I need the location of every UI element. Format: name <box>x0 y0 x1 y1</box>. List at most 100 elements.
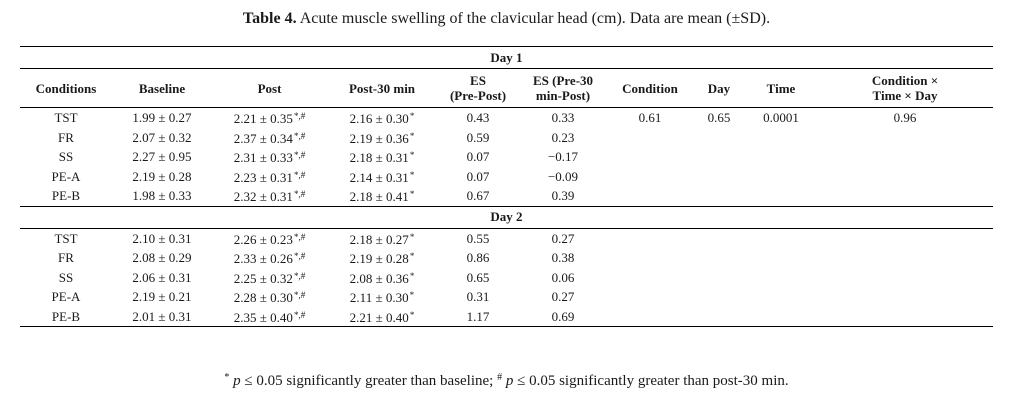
cell-p-day-value: 0.65 <box>707 110 731 125</box>
cell-p-time <box>745 186 817 206</box>
cell-es-pre-post-value: 0.59 <box>466 129 490 145</box>
cell-p-condition <box>607 186 693 206</box>
data-table-container: Day 1 Conditions Baseline Post Post-30 m… <box>20 46 993 327</box>
cell-p-time: 0.0001 <box>745 107 817 128</box>
cell-post-value: 2.23 ± 0.31 <box>233 169 293 185</box>
cell-condition: FR <box>20 248 112 268</box>
cell-post30: 2.19 ± 0.36* <box>327 128 437 148</box>
cell-post30-significance-mark: * <box>409 130 415 141</box>
cell-condition-value: SS <box>58 149 74 164</box>
cell-post30-significance-mark: * <box>409 150 415 160</box>
cell-p-condition-value: 0.61 <box>638 110 662 125</box>
cell-post30: 2.18 ± 0.31* <box>327 147 437 167</box>
cell-post: 2.25 ± 0.32*,# <box>212 268 327 288</box>
col-header-es-pre30-line2: min-Post) <box>535 88 591 103</box>
cell-p-interaction <box>817 268 993 288</box>
cell-baseline-value: 1.98 ± 0.33 <box>132 188 192 203</box>
table-row: SS 2.06 ± 0.31 2.25 ± 0.32*,# 2.08 ± 0.36* 0… <box>20 268 993 288</box>
cell-es-pre30-value: 0.06 <box>551 269 575 285</box>
day-2-label: Day 2 <box>20 205 993 229</box>
cell-p-interaction <box>817 147 993 167</box>
cell-post: 2.35 ± 0.40*,# <box>212 306 327 327</box>
cell-es-pre30: 0.06 <box>519 268 607 288</box>
cell-p-day: 0.65 <box>693 107 745 128</box>
col-header-post: Post <box>212 68 327 108</box>
cell-es-pre30-value: −0.09 <box>547 168 579 184</box>
cell-p-time <box>745 287 817 307</box>
cell-post30: 2.14 ± 0.31* <box>327 167 437 187</box>
cell-es-pre30: 0.33 <box>519 107 607 128</box>
cell-baseline-value: 1.99 ± 0.27 <box>132 110 192 125</box>
cell-es-pre-post-value: 0.07 <box>466 168 490 184</box>
cell-es-pre30: 0.23 <box>519 128 607 148</box>
cell-baseline-value: 2.08 ± 0.29 <box>132 250 192 265</box>
cell-p-interaction-value: 0.96 <box>893 110 917 125</box>
footnote-star-symbol: * <box>224 372 230 383</box>
cell-baseline: 1.99 ± 0.27 <box>112 107 212 128</box>
cell-p-day <box>693 128 745 148</box>
footnote-text-1: ≤ 0.05 significantly greater than baseli… <box>240 373 498 389</box>
cell-post: 2.26 ± 0.23*,# <box>212 227 327 248</box>
cell-es-pre-post: 1.17 <box>437 306 519 327</box>
cell-es-pre30: −0.17 <box>519 147 607 167</box>
cell-post30-value: 2.19 ± 0.36 <box>349 130 409 146</box>
cell-post: 2.32 ± 0.31*,# <box>212 186 327 206</box>
cell-p-time <box>745 167 817 187</box>
cell-p-day <box>693 167 745 187</box>
cell-post30-value: 2.14 ± 0.31 <box>349 169 409 185</box>
cell-post30-value: 2.18 ± 0.27 <box>349 231 409 247</box>
cell-es-pre30-value: 0.39 <box>551 188 575 203</box>
table-caption-text: Acute muscle swelling of the clavicular … <box>299 10 771 27</box>
cell-p-day <box>693 306 745 327</box>
cell-baseline-value: 2.01 ± 0.31 <box>132 308 192 324</box>
cell-p-interaction <box>817 128 993 148</box>
cell-post-value: 2.32 ± 0.31 <box>233 189 293 204</box>
cell-es-pre-post-value: 0.43 <box>466 110 490 125</box>
cell-p-condition <box>607 227 693 248</box>
cell-es-pre30-value: 0.33 <box>551 110 575 125</box>
cell-p-time-value: 0.0001 <box>763 110 799 125</box>
cell-baseline-value: 2.10 ± 0.31 <box>132 230 192 246</box>
cell-p-time <box>745 147 817 167</box>
cell-post: 2.23 ± 0.31*,# <box>212 167 327 187</box>
col-header-es-pre30-line1: ES (Pre-30 <box>532 73 594 88</box>
cell-p-time <box>745 248 817 268</box>
cell-p-interaction <box>817 248 993 268</box>
cell-post-value: 2.35 ± 0.40 <box>233 309 293 325</box>
table-label: Table 4. <box>242 10 297 27</box>
cell-es-pre-post-value: 0.67 <box>466 188 490 203</box>
cell-baseline-value: 2.19 ± 0.28 <box>132 168 192 184</box>
cell-p-day <box>693 248 745 268</box>
day-1-body: TST 1.99 ± 0.27 2.21 ± 0.35*,# 2.16 ± 0.30*… <box>20 107 993 207</box>
cell-p-interaction <box>817 227 993 248</box>
cell-es-pre30: 0.39 <box>519 186 607 206</box>
cell-post30-value: 2.08 ± 0.36 <box>349 270 409 286</box>
cell-condition: TST <box>20 227 112 248</box>
cell-p-interaction <box>817 306 993 327</box>
cell-post-value: 2.37 ± 0.34 <box>233 130 293 146</box>
table-row: PE-B 2.01 ± 0.31 2.35 ± 0.40*,# 2.21 ± 0.40… <box>20 306 993 327</box>
cell-post-value: 2.33 ± 0.26 <box>233 251 293 266</box>
cell-condition-value: SS <box>58 269 74 285</box>
col-header-time: Time <box>745 68 817 108</box>
cell-condition-value: TST <box>54 230 78 246</box>
cell-p-condition <box>607 128 693 148</box>
column-header-row: Conditions Baseline Post Post-30 min ES … <box>20 68 993 108</box>
cell-post-significance-mark: *,# <box>293 290 306 300</box>
cell-p-condition <box>607 167 693 187</box>
cell-post30-significance-mark: * <box>409 189 415 199</box>
cell-condition: PE-A <box>20 167 112 187</box>
cell-post-significance-mark: *,# <box>293 231 306 242</box>
cell-post30: 2.11 ± 0.30* <box>327 287 437 307</box>
cell-post-value: 2.26 ± 0.23 <box>233 231 293 247</box>
table-row: FR 2.07 ± 0.32 2.37 ± 0.34*,# 2.19 ± 0.36* 0… <box>20 128 993 148</box>
cell-post30: 2.21 ± 0.40* <box>327 306 437 327</box>
cell-es-pre-post: 0.07 <box>437 147 519 167</box>
col-header-baseline: Baseline <box>112 68 212 108</box>
cell-condition-value: PE-B <box>51 188 81 203</box>
cell-p-condition: 0.61 <box>607 107 693 128</box>
col-header-interaction-line1: Condition × <box>871 73 939 88</box>
cell-post30-value: 2.21 ± 0.40 <box>349 309 409 325</box>
cell-post: 2.28 ± 0.30*,# <box>212 287 327 307</box>
cell-es-pre-post: 0.59 <box>437 128 519 148</box>
